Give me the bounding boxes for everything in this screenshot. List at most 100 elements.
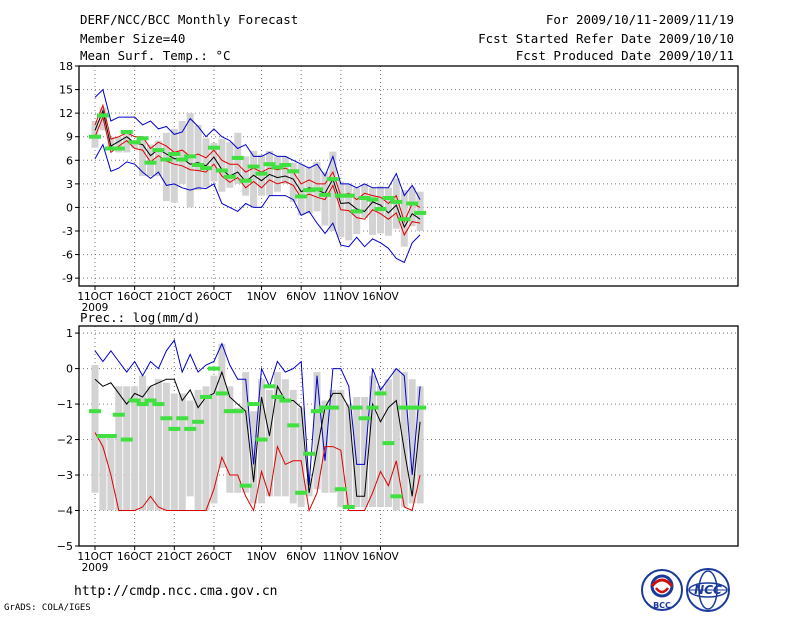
- temp-ensemble-marker: [358, 196, 371, 200]
- temp-min-line: [94, 143, 421, 264]
- temp-range-bar: [289, 162, 297, 202]
- temp-range-bar: [345, 183, 353, 241]
- prec-ensemble-marker: [374, 391, 387, 396]
- temp-range-bar: [139, 138, 147, 176]
- temp-ensemble-marker: [326, 177, 339, 182]
- temp-range-bar: [297, 164, 305, 216]
- prec-range-bar: [123, 386, 131, 511]
- prec-ensemble-marker: [295, 490, 308, 495]
- temp-range-bar: [162, 132, 170, 202]
- temp-range-bar: [250, 150, 258, 208]
- temp-ensemble-marker: [350, 209, 363, 214]
- temp-mean-line: [94, 109, 421, 229]
- prec-ensemble-marker: [136, 402, 149, 407]
- prec-ensemble-marker: [96, 434, 109, 438]
- prec-ensemble-marker: [160, 416, 173, 421]
- temp-ensemble-marker: [311, 187, 324, 192]
- prec-ensemble-marker: [366, 405, 379, 410]
- prec-ensemble-marker: [334, 487, 347, 492]
- temp-range-bar: [147, 144, 155, 176]
- prec-range-bar: [99, 436, 107, 511]
- temp-ensemble-marker: [247, 164, 260, 169]
- bcc-logo-text: BCC: [653, 601, 671, 610]
- temp-ensemble-marker: [176, 157, 189, 162]
- prec-range-bar: [115, 386, 123, 511]
- prec-range-bar: [329, 389, 337, 493]
- prec-ensemble-marker: [128, 398, 141, 403]
- temp-x-tick-label: 11NOV: [323, 291, 360, 303]
- temp-ensemble-marker: [382, 196, 395, 200]
- prec-range-bar: [345, 404, 353, 507]
- prec-range-bar: [154, 379, 162, 511]
- prec-range-bar: [131, 386, 139, 511]
- temp-range-bar: [218, 139, 226, 192]
- temp-range-bar: [210, 143, 218, 182]
- temp-y-tick-label: -9: [62, 272, 73, 285]
- temp-y-tick-label: 9: [66, 131, 73, 144]
- source-url[interactable]: http://cmdp.ncc.cma.gov.cn: [74, 584, 278, 599]
- prec-x-tick-label: 6NOV: [286, 551, 317, 563]
- bcc-logo: BCC: [641, 569, 683, 611]
- prec-ensemble-marker: [318, 405, 331, 410]
- temp-ensemble-marker: [390, 199, 403, 204]
- temp-ensemble-marker: [255, 171, 268, 176]
- temp-ensemble-marker: [89, 134, 101, 139]
- prec-range-bar: [210, 375, 218, 504]
- prec-ensemble-marker: [326, 405, 339, 410]
- prec-range-bar: [400, 372, 408, 507]
- prec-ensemble-marker: [239, 483, 252, 488]
- temp-range-bar: [186, 113, 194, 208]
- prec-y-tick-label: −2: [57, 434, 73, 447]
- prec-range-bar: [218, 343, 226, 468]
- temp-ensemble-marker: [263, 162, 276, 167]
- forecast-start-date: Fcst Started Refer Date 2009/10/10: [478, 31, 734, 46]
- prec-ensemble-marker: [215, 391, 228, 396]
- temp-ensemble-marker: [279, 163, 292, 167]
- temp-ensemble-marker: [215, 168, 228, 173]
- temp-y-tick-label: 0: [66, 201, 73, 214]
- temp-ensemble-marker: [231, 155, 244, 160]
- temp-ensemble-marker: [318, 192, 331, 197]
- prec-ensemble-marker: [390, 494, 403, 499]
- prec-range-bar: [250, 411, 258, 504]
- prec-ensemble-marker: [247, 402, 260, 407]
- prec-range-bar: [361, 396, 369, 507]
- prec-ensemble-marker: [414, 405, 427, 410]
- temp-ensemble-marker: [184, 154, 197, 159]
- temp-ensemble-marker: [271, 165, 284, 170]
- temp-x-tick-label: 16OCT: [117, 291, 153, 303]
- prec-range-bar: [139, 375, 147, 511]
- temp-ensemble-marker: [342, 193, 355, 198]
- forecast-period: For 2009/10/11-2009/11/19: [545, 12, 734, 27]
- grads-credit: GrADS: COLA/IGES: [4, 603, 91, 613]
- prec-ensemble-marker: [223, 409, 236, 414]
- temp-range-bar: [123, 132, 131, 153]
- prec-range-bar: [170, 393, 178, 511]
- temp-ensemble-marker: [96, 113, 109, 118]
- temp-range-bar: [265, 150, 273, 196]
- prec-range-bar: [392, 368, 400, 511]
- prec-plot-frame: [78, 325, 739, 547]
- prec-y-tick-label: −5: [57, 540, 73, 553]
- prec-range-bar: [186, 400, 194, 497]
- temp-ensemble-marker: [120, 130, 133, 134]
- temp-ensemble-marker: [168, 152, 181, 156]
- prec-ensemble-marker: [89, 409, 101, 414]
- temp-range-bar: [313, 161, 321, 212]
- prec-range-bar: [91, 365, 99, 493]
- prec-range-bar: [178, 393, 186, 511]
- prec-range-bar: [194, 389, 202, 511]
- temp-ensemble-marker: [160, 157, 173, 162]
- prec-range-bar: [226, 386, 234, 493]
- prec-range-bar: [242, 372, 250, 493]
- prec-y-tick-label: −4: [57, 505, 73, 518]
- prec-range-bar: [265, 389, 273, 497]
- prec-x-tick-label: 21OCT: [157, 551, 193, 563]
- precip-label: Prec.: log(mm/d): [80, 310, 201, 325]
- prec-x-tick-label: 16OCT: [117, 551, 153, 563]
- prec-ensemble-marker: [382, 441, 395, 446]
- prec-ensemble-marker: [279, 398, 292, 403]
- prec-y-tick-label: 0: [66, 363, 73, 376]
- temp-range-bar: [178, 121, 186, 184]
- prec-ensemble-marker: [120, 437, 133, 442]
